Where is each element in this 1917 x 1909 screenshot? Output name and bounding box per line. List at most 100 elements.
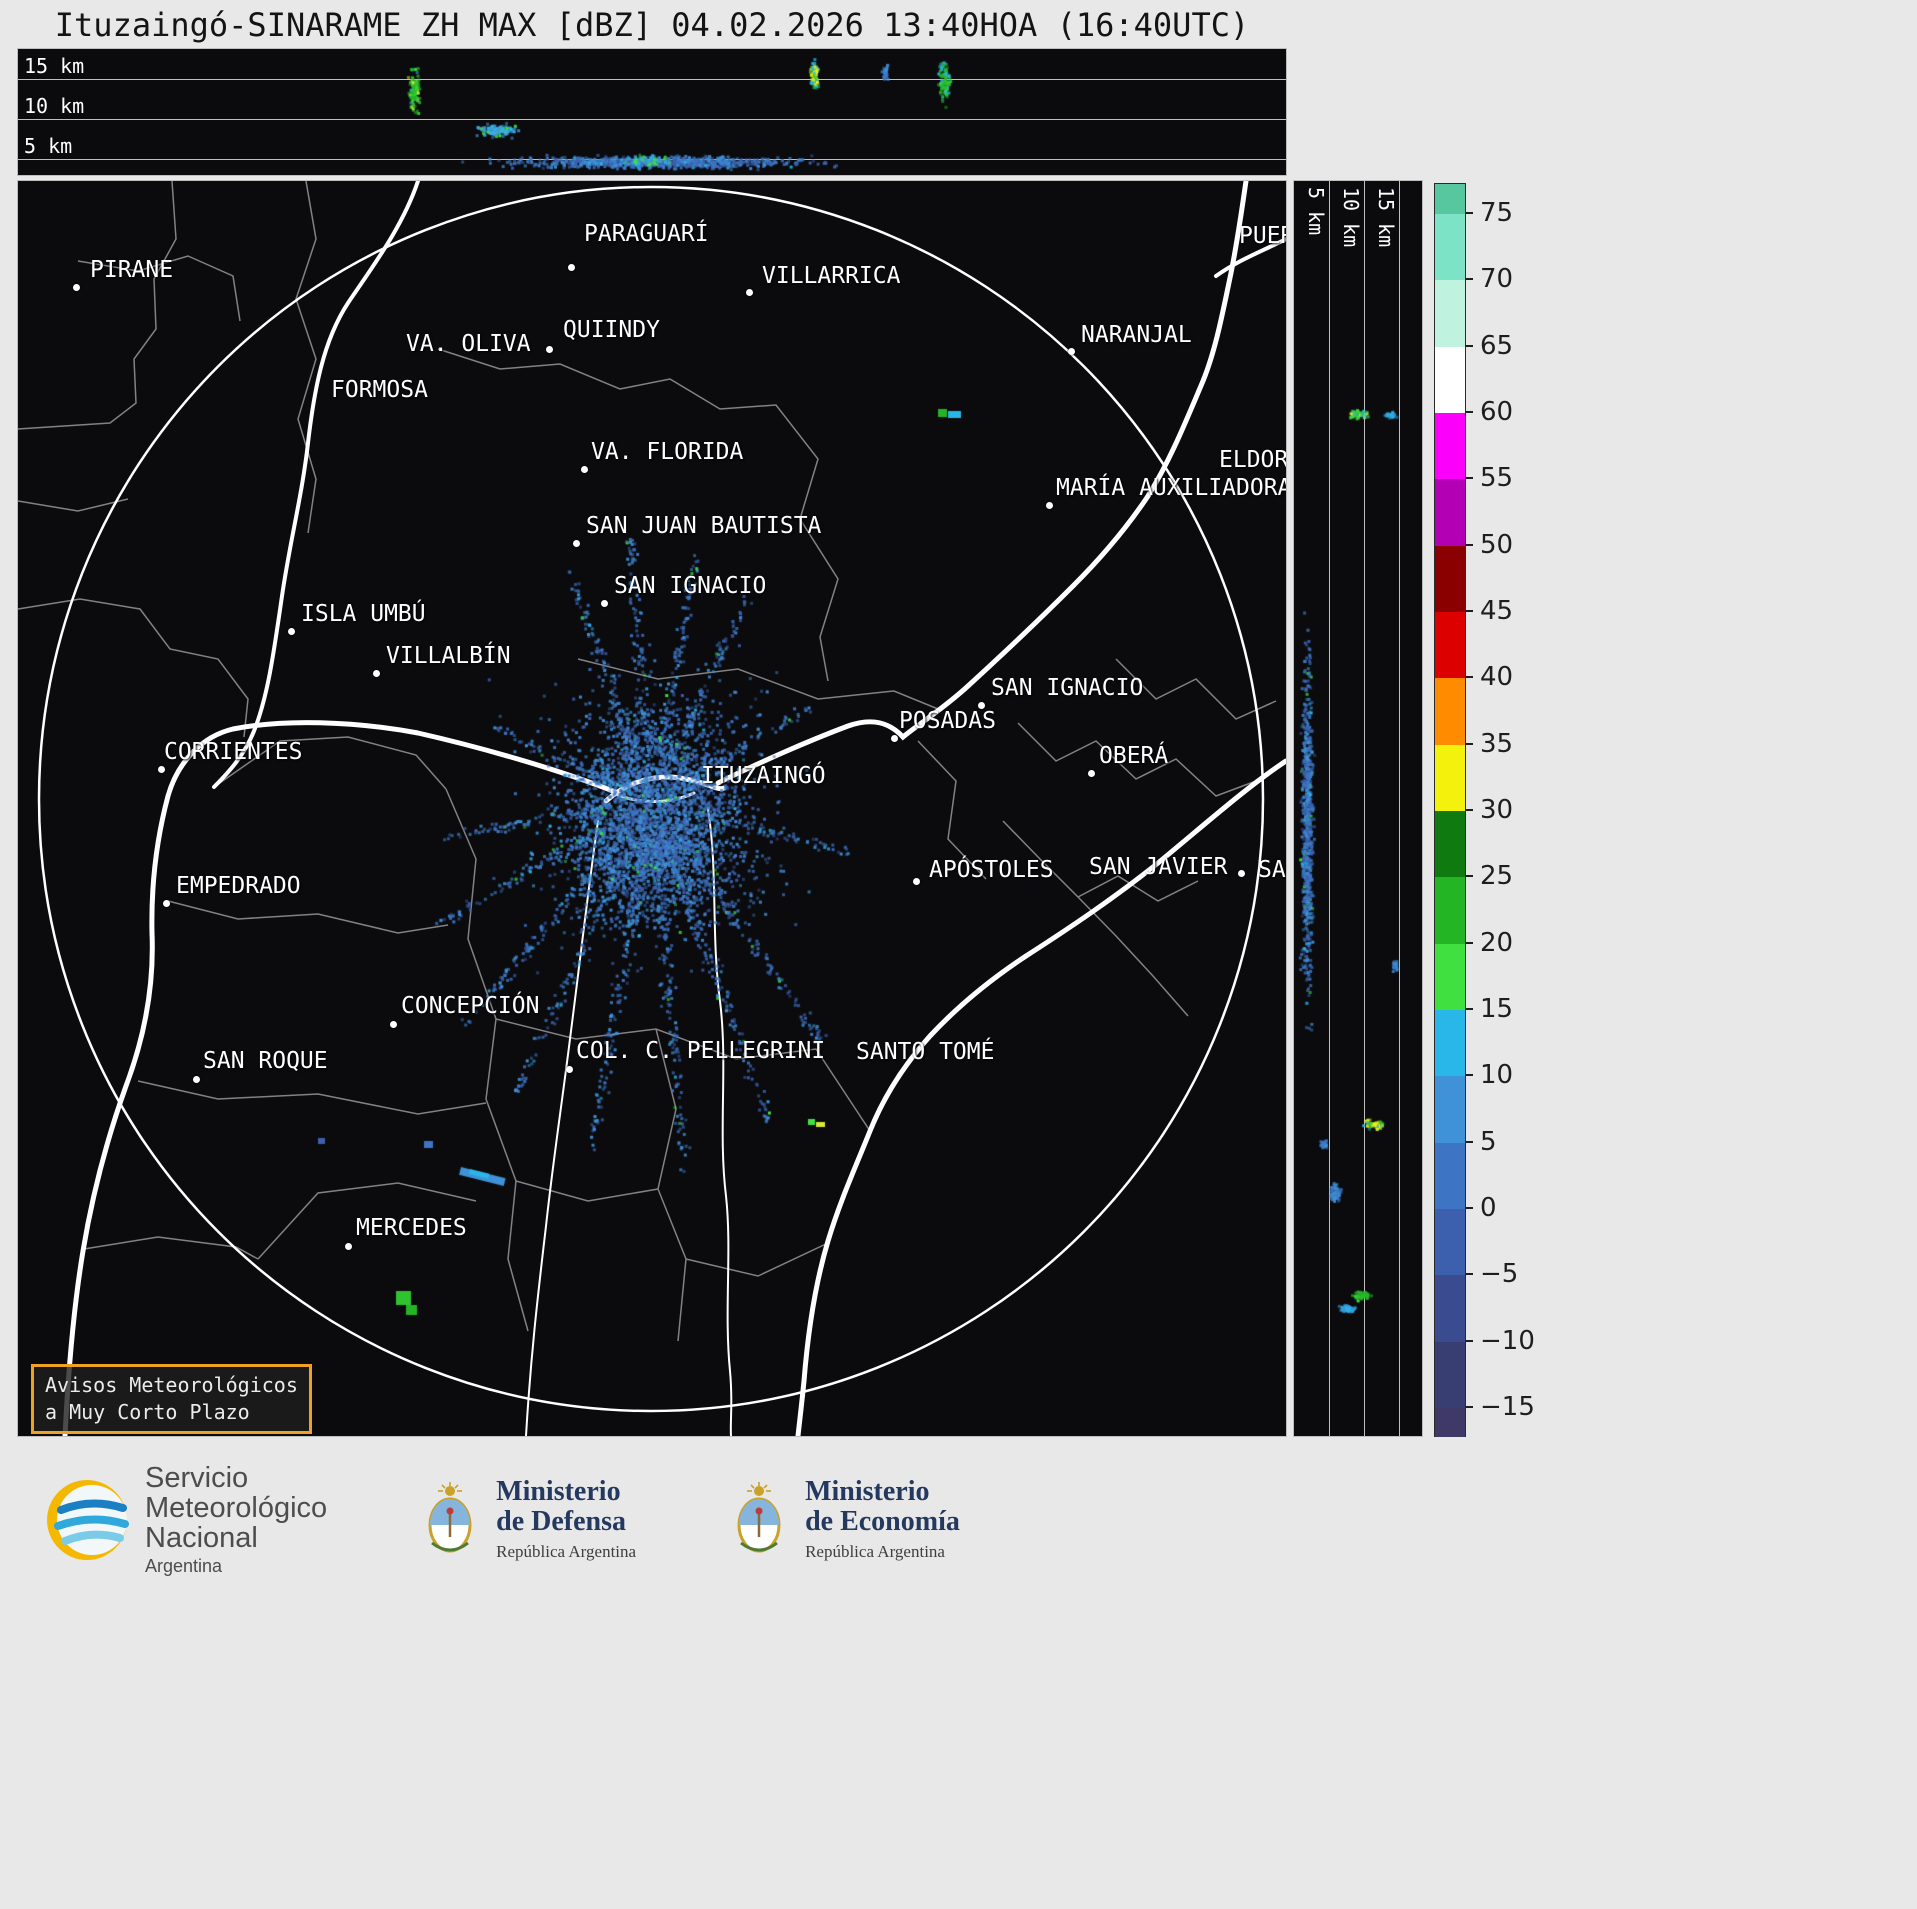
colorbar-cell — [1435, 346, 1465, 413]
city-label: POSADAS — [899, 708, 996, 734]
city-marker-dot — [1067, 347, 1075, 355]
colorbar-cell — [1435, 545, 1465, 612]
city-label: CORRIENTES — [164, 739, 303, 765]
colorbar-cell — [1435, 214, 1465, 281]
city-label: VA. OLIVA — [406, 331, 531, 357]
city-label: CONCEPCIÓN — [401, 993, 540, 1019]
colorbar-tick-mark — [1466, 1008, 1473, 1010]
city-marker-dot — [389, 1020, 397, 1028]
colorbar-tick-label: 35 — [1480, 728, 1514, 759]
city-label: SAN JUAN BAUTISTA — [586, 513, 822, 539]
page-title: Ituzaingó-SINARAME ZH MAX [dBZ] 04.02.20… — [54, 6, 1250, 44]
colorbar-cell — [1435, 1208, 1465, 1276]
logo-row: Servicio Meteorológico Nacional Argentin… — [0, 1437, 1917, 1576]
footer: Servicio Meteorológico Nacional Argentin… — [0, 1437, 1917, 1909]
city-label: NARANJAL — [1081, 322, 1192, 348]
colorbar-tick-mark — [1466, 875, 1473, 878]
city-marker-dot — [565, 1065, 573, 1073]
city-marker-dot — [890, 734, 898, 742]
colorbar-cell — [1435, 877, 1465, 944]
vertical-profile-right-panel: 5 km 10 km 15 km — [1293, 180, 1423, 1437]
colorbar-tick-label: 65 — [1480, 330, 1514, 361]
city-label: PIRANE — [90, 257, 174, 283]
colorbar-tick-label: 25 — [1480, 861, 1514, 892]
smn-line3: Nacional — [145, 1522, 258, 1555]
colorbar-cell — [1435, 412, 1465, 480]
colorbar-tick-mark — [1466, 1339, 1473, 1342]
coat-of-arms-icon — [428, 1481, 472, 1553]
altitude-label-10km: 10 km — [1339, 187, 1363, 248]
top-profile-echo-canvas — [18, 49, 1286, 175]
city-label: SAN ROQUE — [203, 1048, 328, 1074]
colorbar-tick-mark — [1466, 1207, 1473, 1209]
city-label: VILLARRICA — [762, 263, 901, 289]
city-marker-dot — [162, 899, 170, 907]
city-marker-dot — [372, 669, 380, 677]
colorbar-tick-label: −10 — [1480, 1325, 1535, 1356]
city-marker-dot — [157, 765, 165, 773]
city-label: SAN IGNACIO — [614, 573, 767, 599]
colorbar-tick-label: 0 — [1480, 1193, 1497, 1223]
colorbar-tick-label: 30 — [1480, 795, 1514, 825]
colorbar-tick-label: 45 — [1480, 596, 1514, 626]
colorbar-cell — [1435, 678, 1465, 745]
city-layer: PIRANE PARAGUARÍ VILLARRICA VA. OLIVA QUIIND… — [18, 181, 1286, 1436]
smn-line2: Meteorológico — [145, 1492, 328, 1525]
city-marker-dot — [567, 263, 575, 271]
radar-echo-canvas — [18, 181, 1286, 1436]
smn-logo-block: Servicio Meteorológico Nacional Argentin… — [45, 1463, 327, 1576]
colorbar-tick-mark — [1466, 742, 1473, 745]
defensa-line1: Ministerio — [496, 1475, 621, 1507]
city-marker-dot — [977, 701, 985, 709]
colorbar-cells — [1434, 183, 1466, 1439]
altitude-label-15km: 15 km — [24, 54, 85, 78]
colorbar-tick-mark — [1466, 809, 1473, 811]
colorbar-cell — [1435, 1407, 1465, 1438]
altitude-label-5km: 5 km — [24, 134, 73, 158]
colorbar-cell — [1435, 280, 1465, 347]
city-label: MARÍA AUXILIADORA — [1056, 475, 1287, 501]
altitude-label-10km: 10 km — [24, 94, 85, 118]
colorbar-tick-mark — [1466, 1140, 1473, 1143]
colorbar-cell — [1435, 1009, 1465, 1077]
defensa-sub: República Argentina — [496, 1542, 637, 1562]
city-marker-dot — [344, 1242, 352, 1250]
city-marker-dot — [912, 877, 920, 885]
colorbar-tick-label: −15 — [1480, 1392, 1535, 1422]
city-label: OBERÁ — [1099, 743, 1169, 769]
colorbar-tick-label: 55 — [1480, 463, 1514, 494]
city-marker-dot — [580, 465, 588, 473]
colorbar-tick-label: 60 — [1480, 397, 1514, 427]
colorbar-tick-label: 5 — [1480, 1126, 1497, 1157]
city-marker-dot — [72, 283, 80, 291]
colorbar-cell — [1435, 943, 1465, 1010]
colorbar-tick-mark — [1466, 411, 1473, 413]
city-label: SAN IGNACIO — [991, 675, 1144, 701]
colorbar-tick-mark — [1466, 1074, 1473, 1077]
colorbar-tick-label: 75 — [1480, 198, 1514, 228]
radar-map-panel: PIRANE PARAGUARÍ VILLARRICA VA. OLIVA QUIIND… — [17, 180, 1287, 1437]
city-marker-dot — [1237, 869, 1245, 877]
city-marker-dot — [192, 1075, 200, 1083]
city-marker-dot — [1045, 501, 1053, 509]
city-label: VA. FLORIDA — [591, 439, 744, 465]
altitude-label-5km: 5 km — [1304, 187, 1328, 236]
smn-line1: Servicio — [145, 1462, 249, 1494]
vertical-profile-top-panel: 15 km 10 km 5 km — [17, 48, 1287, 176]
colorbar-tick-mark — [1466, 676, 1473, 679]
city-label: SAN — [1258, 857, 1286, 883]
defensa-line2: de Defensa — [496, 1506, 627, 1538]
city-label: APÓSTOLES — [929, 857, 1054, 883]
smn-globe-icon — [47, 1479, 129, 1560]
colorbar-tick-label: 20 — [1480, 927, 1514, 958]
colorbar-tick-mark — [1466, 543, 1473, 546]
city-marker-dot — [545, 345, 553, 353]
colorbar-tick-mark — [1466, 344, 1473, 347]
city-marker-dot — [1087, 769, 1095, 777]
city-marker-dot — [745, 288, 753, 296]
city-label: PARAGUARÍ — [584, 221, 709, 247]
altitude-label-15km: 15 km — [1374, 187, 1398, 248]
city-label: VILLALBÍN — [386, 643, 511, 669]
city-label: COL. C. PELLEGRINI — [576, 1038, 826, 1064]
colorbar-cell — [1435, 744, 1465, 811]
